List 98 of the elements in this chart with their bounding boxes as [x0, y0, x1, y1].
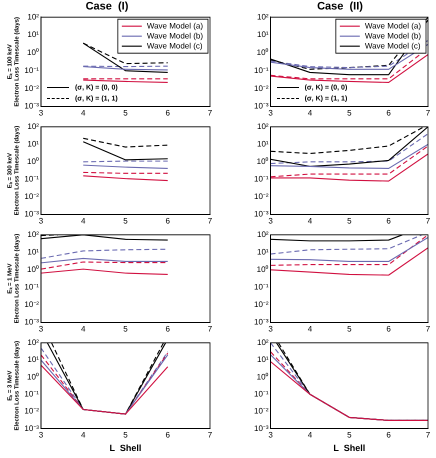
x-tick-label: 4: [308, 108, 313, 118]
x-tick-label: 6: [386, 430, 392, 440]
x-tick-label: 6: [386, 108, 392, 118]
x-tick-label: 4: [80, 216, 86, 226]
y-tick-label: 10⁻²: [254, 192, 269, 202]
x-tick-label: 6: [386, 324, 392, 334]
y-tick-label: 10⁻²: [24, 192, 40, 202]
y-tick-label: 10²: [257, 338, 269, 348]
x-tick-label: 7: [208, 108, 213, 118]
legend-label: Wave Model (a): [364, 21, 422, 30]
x-tick-label: 4: [308, 216, 313, 226]
x-tick-label: 6: [166, 324, 171, 334]
x-tick-label: 7: [426, 430, 431, 440]
x-tick-label: 3: [268, 216, 274, 226]
x-tick-label: 5: [123, 216, 128, 226]
y-tick-label: 10⁻¹: [254, 66, 269, 75]
x-tick-label: 4: [80, 108, 86, 118]
y-tick-label: 10¹: [257, 248, 269, 257]
x-tick-label: 3: [38, 324, 44, 334]
y-tick-label: 10⁻³: [254, 102, 269, 111]
x-tick-label: 6: [166, 216, 171, 226]
y-tick-label: 10¹: [27, 30, 40, 40]
x-tick-label: 6: [166, 430, 171, 440]
y-tick-label: 10⁻¹: [24, 174, 40, 184]
x-tick-label: 5: [123, 108, 128, 118]
y-tick-label: 10⁻¹: [24, 66, 40, 75]
y-tick-label: 10⁰: [256, 265, 269, 274]
y-tick-label: 10⁻¹: [254, 282, 269, 292]
y-tick-label: 10⁻³: [254, 210, 269, 219]
x-tick-label: 3: [38, 430, 44, 440]
x-tick-label: 5: [347, 324, 352, 334]
y-tick-label: 10⁻¹: [24, 282, 40, 292]
x-tick-label: 3: [38, 216, 44, 226]
x-tick-label: 7: [208, 324, 213, 334]
y-tick-label: 10¹: [27, 355, 40, 364]
y-tick-label: 10⁰: [27, 265, 39, 274]
x-tick-label: 5: [347, 216, 352, 226]
y-tick-label: 10⁻¹: [254, 174, 269, 184]
y-tick-label: 10⁰: [27, 372, 39, 382]
y-tick-label: 10⁰: [256, 157, 269, 166]
x-tick-label: 7: [426, 216, 431, 226]
x-tick-label: 4: [308, 324, 313, 334]
x-axis-title: L Shell: [333, 443, 366, 454]
y-tick-label: 10²: [257, 122, 269, 132]
chart-title: Case (II): [317, 0, 364, 13]
y-tick-label: 10⁻³: [24, 318, 40, 327]
y-tick-label: 10⁻²: [24, 300, 40, 310]
y-tick-label: 10¹: [27, 140, 40, 149]
x-tick-label: 4: [308, 430, 313, 440]
y-tick-label: 10²: [27, 122, 40, 132]
y-tick-label: 10¹: [27, 248, 40, 257]
legend-label: Wave Model (c): [364, 41, 421, 50]
x-axis-title: L Shell: [110, 443, 142, 454]
x-tick-label: 4: [80, 430, 86, 440]
y-tick-label: 10⁻¹: [24, 389, 40, 398]
x-tick-label: 3: [268, 108, 274, 118]
x-tick-label: 3: [268, 324, 274, 334]
x-tick-label: 7: [208, 216, 213, 226]
y-tick-label: 10⁰: [256, 372, 269, 382]
y-tick-label: 10¹: [257, 140, 269, 149]
x-tick-label: 5: [347, 108, 352, 118]
y-tick-label: 10⁻²: [24, 406, 40, 416]
x-tick-label: 5: [123, 430, 128, 440]
y-tick-label: 10⁻²: [254, 300, 269, 310]
y-tick-label: 10⁻³: [24, 102, 40, 111]
legend-label: Wave Model (b): [364, 31, 422, 40]
y-tick-label: 10⁻³: [254, 318, 269, 327]
legend-label: Wave Model (c): [146, 41, 203, 50]
x-tick-label: 3: [38, 108, 44, 118]
legend-label: Wave Model (b): [146, 31, 204, 40]
y-tick-label: 10²: [27, 338, 40, 348]
legend-label: Wave Model (a): [146, 21, 204, 30]
x-tick-label: 4: [80, 324, 86, 334]
y-tick-label: 10¹: [257, 355, 269, 364]
y-tick-label: 10⁻²: [24, 84, 40, 93]
x-tick-label: 5: [123, 324, 128, 334]
y-tick-label: 10⁻²: [254, 406, 269, 416]
y-tick-label: 10²: [27, 230, 40, 240]
y-tick-label: 10⁻¹: [254, 389, 269, 398]
x-tick-label: 6: [386, 216, 392, 226]
y-tick-label: 10²: [257, 230, 269, 240]
y-tick-label: 10²: [27, 12, 40, 22]
y-tick-label: 10⁻³: [24, 424, 40, 433]
y-tick-label: 10⁻²: [254, 84, 269, 93]
y-tick-label: 10⁰: [27, 48, 39, 58]
chart-title: Case (I): [86, 0, 129, 13]
x-tick-label: 7: [426, 324, 431, 334]
x-tick-label: 7: [208, 430, 213, 440]
x-tick-label: 6: [166, 108, 171, 118]
y-tick-label: 10²: [257, 12, 269, 22]
y-tick-label: 10⁻³: [254, 424, 269, 433]
y-tick-label: 10¹: [257, 30, 269, 40]
x-tick-label: 5: [347, 430, 352, 440]
y-tick-label: 10⁰: [27, 157, 39, 166]
y-tick-label: 10⁰: [256, 48, 269, 58]
x-tick-label: 7: [426, 108, 431, 118]
x-tick-label: 3: [268, 430, 274, 440]
y-tick-label: 10⁻³: [24, 210, 40, 219]
